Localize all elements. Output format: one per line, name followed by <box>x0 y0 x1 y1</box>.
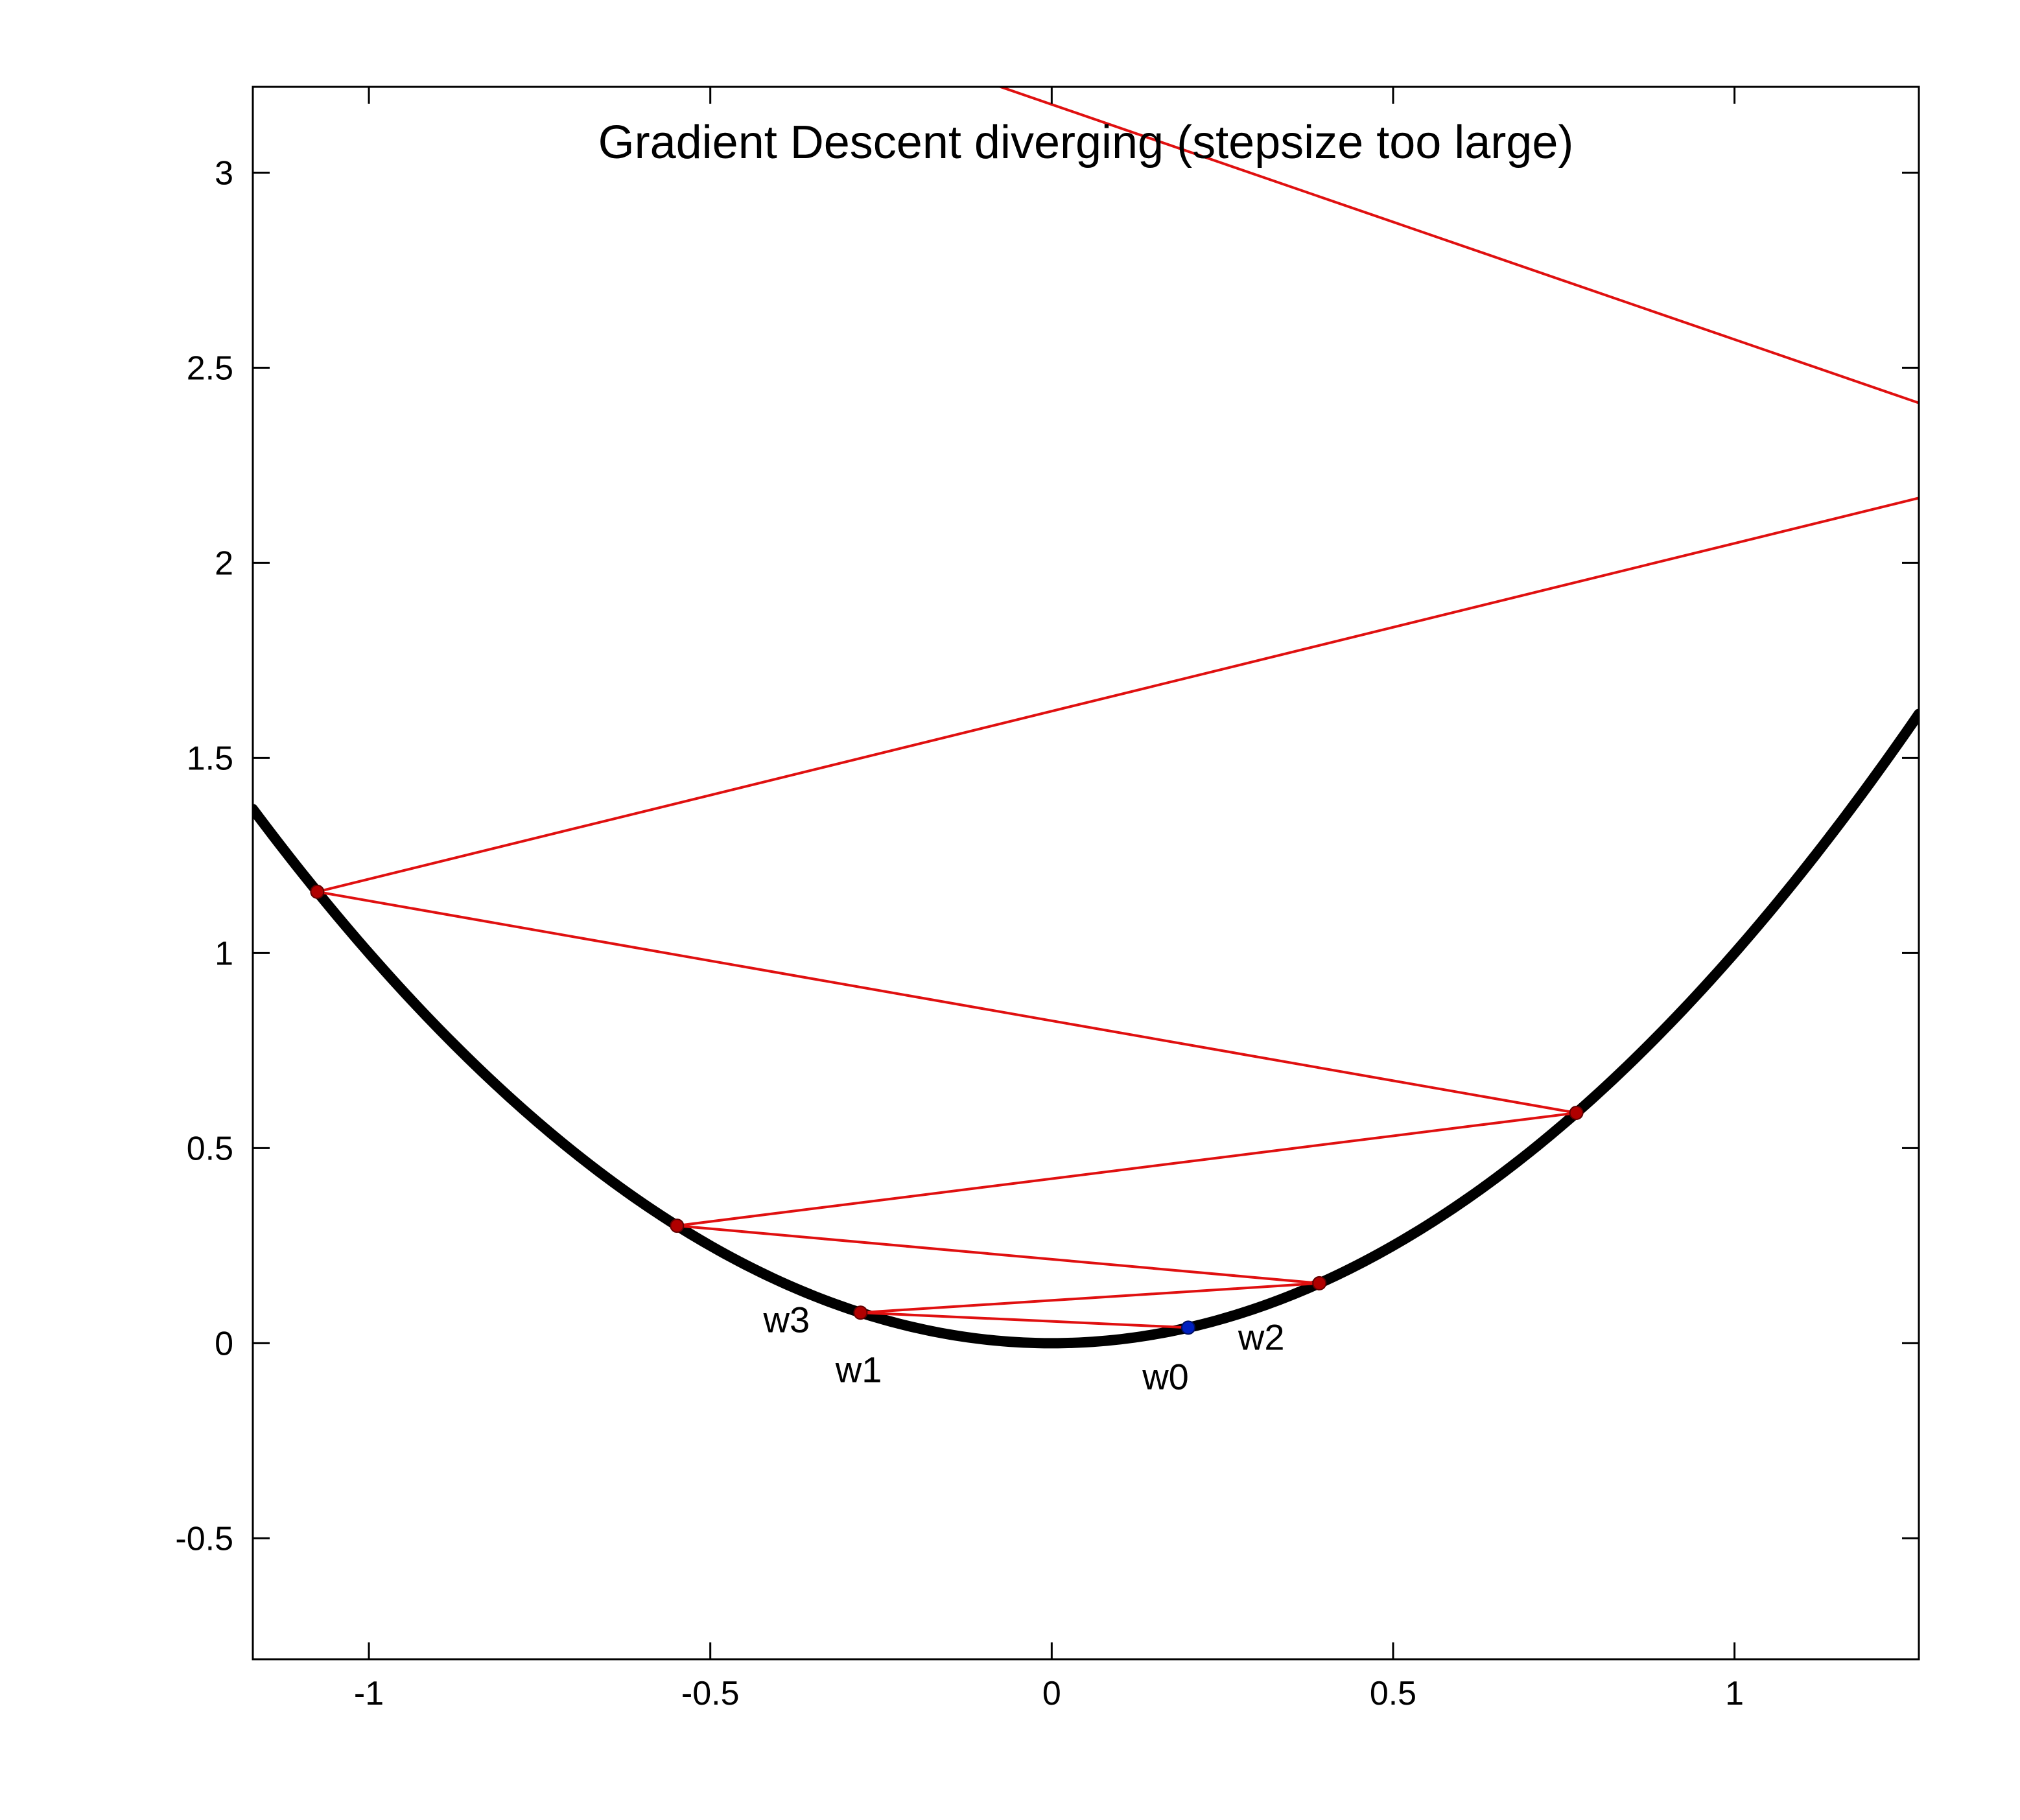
x-tick-label: -0.5 <box>681 1675 740 1712</box>
point-label: w2 <box>1238 1316 1285 1357</box>
point-label: w1 <box>835 1349 882 1390</box>
gd-point <box>854 1306 867 1319</box>
x-tick-label: -1 <box>354 1675 384 1712</box>
y-tick-label: 2.5 <box>187 350 233 388</box>
gd-point <box>670 1219 683 1232</box>
x-tick-label: 0.5 <box>1370 1675 1416 1712</box>
gd-point-w0 <box>1182 1321 1195 1334</box>
chart-bg <box>0 0 2020 1820</box>
gd-point <box>1313 1277 1326 1290</box>
y-tick-label: 2 <box>215 545 233 583</box>
point-label: w3 <box>763 1300 810 1340</box>
gd-point <box>311 885 323 898</box>
point-label: w0 <box>1142 1356 1189 1397</box>
y-tick-label: 1 <box>215 935 233 973</box>
y-tick-label: 0 <box>215 1325 233 1363</box>
gradient-descent-chart: -1 -0.5 0 0.5 1 -0.5 0 0.5 1 1.5 2 2.5 3 w0 w1 w2 w3 Grad… <box>0 0 2020 1820</box>
x-tick-label: 0 <box>1042 1675 1061 1712</box>
y-tick-label: 1.5 <box>187 740 233 778</box>
y-tick-label: 0.5 <box>187 1130 233 1168</box>
y-tick-label: -0.5 <box>175 1521 233 1558</box>
gd-point <box>1570 1106 1583 1119</box>
y-tick-label: 3 <box>215 155 233 192</box>
x-tick-label: 1 <box>1725 1675 1744 1712</box>
chart-title: Gradient Descent diverging (stepsize too… <box>598 117 1574 169</box>
chart-container: -1 -0.5 0 0.5 1 -0.5 0 0.5 1 1.5 2 2.5 3 w0 w1 w2 w3 Grad… <box>0 0 2020 1820</box>
